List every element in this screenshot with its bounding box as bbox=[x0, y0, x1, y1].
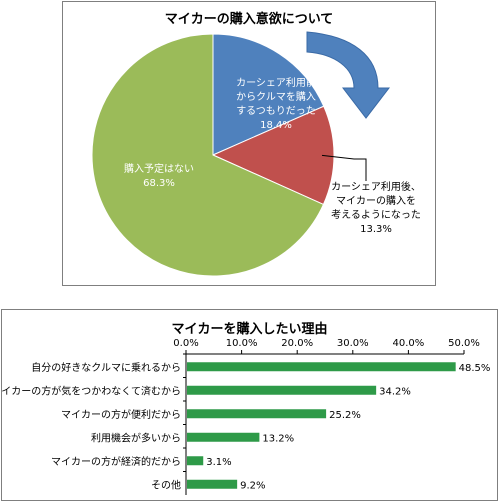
pie-slice-1 bbox=[211, 105, 335, 206]
category-label: 自分の好きなクルマに乗れるから bbox=[31, 361, 181, 374]
category-label: マイカーの方が経済的だから bbox=[51, 455, 181, 468]
x-tick-label: 50.0% bbox=[448, 338, 480, 349]
x-tick-label: 0.0% bbox=[173, 338, 198, 349]
pie-leader-line bbox=[321, 154, 367, 181]
pie-slice-0 bbox=[212, 33, 325, 156]
bar-chart-panel: マイカーを購入したい理由 0.0% 10.0% 20.0% 30.0% 40.0% 50.… bbox=[1, 309, 498, 501]
category-label: 利用機会が多いから bbox=[91, 431, 181, 444]
pie-chart-title: マイカーの購入意欲について bbox=[164, 12, 334, 27]
category-label: その他 bbox=[151, 478, 181, 491]
pie-label-0: カーシェア利用前からクルマを購入するつもりだった 18.4% bbox=[236, 76, 316, 131]
bar-value-label: 34.2% bbox=[379, 386, 411, 397]
pie-label-2: 購入予定はない 68.3% bbox=[124, 162, 194, 189]
pie-label-1: カーシェア利用後、マイカーの購入を考えるようになった 13.3% bbox=[331, 180, 421, 235]
bar-value-label: 13.2% bbox=[262, 433, 294, 444]
bar-chart-title: マイカーを購入したい理由 bbox=[171, 322, 328, 337]
bar bbox=[187, 479, 238, 489]
bar-chart: 0.0% 10.0% 20.0% 30.0% 40.0% 50.0% 自分の好きなクルマに乗… bbox=[2, 338, 491, 495]
curved-arrow-icon bbox=[306, 31, 391, 119]
bar-value-label: 48.5% bbox=[459, 363, 491, 374]
pie-slice-2 bbox=[91, 33, 325, 277]
x-tick-label: 10.0% bbox=[226, 338, 258, 349]
bar-value-label: 3.1% bbox=[206, 457, 231, 468]
x-tick-label: 20.0% bbox=[281, 338, 313, 349]
bar bbox=[187, 385, 377, 395]
bar bbox=[187, 432, 260, 442]
bar-value-label: 9.2% bbox=[240, 480, 265, 491]
bar bbox=[187, 362, 456, 372]
pie-chart: カーシェア利用前からクルマを購入するつもりだった 18.4% 購入予定はない 68.3… bbox=[91, 31, 421, 277]
bar bbox=[187, 409, 327, 419]
bar bbox=[187, 456, 204, 466]
bar-value-label: 25.2% bbox=[329, 410, 361, 421]
x-tick-label: 30.0% bbox=[337, 338, 369, 349]
x-tick-label: 40.0% bbox=[393, 338, 425, 349]
category-label: マイカーの方が気をつかわなくて済むから bbox=[2, 384, 181, 397]
category-label: マイカーの方が便利だから bbox=[61, 408, 181, 421]
pie-chart-panel: マイカーの購入意欲について カーシェア利用前からクルマを購入するつもりだった 18… bbox=[62, 1, 436, 286]
